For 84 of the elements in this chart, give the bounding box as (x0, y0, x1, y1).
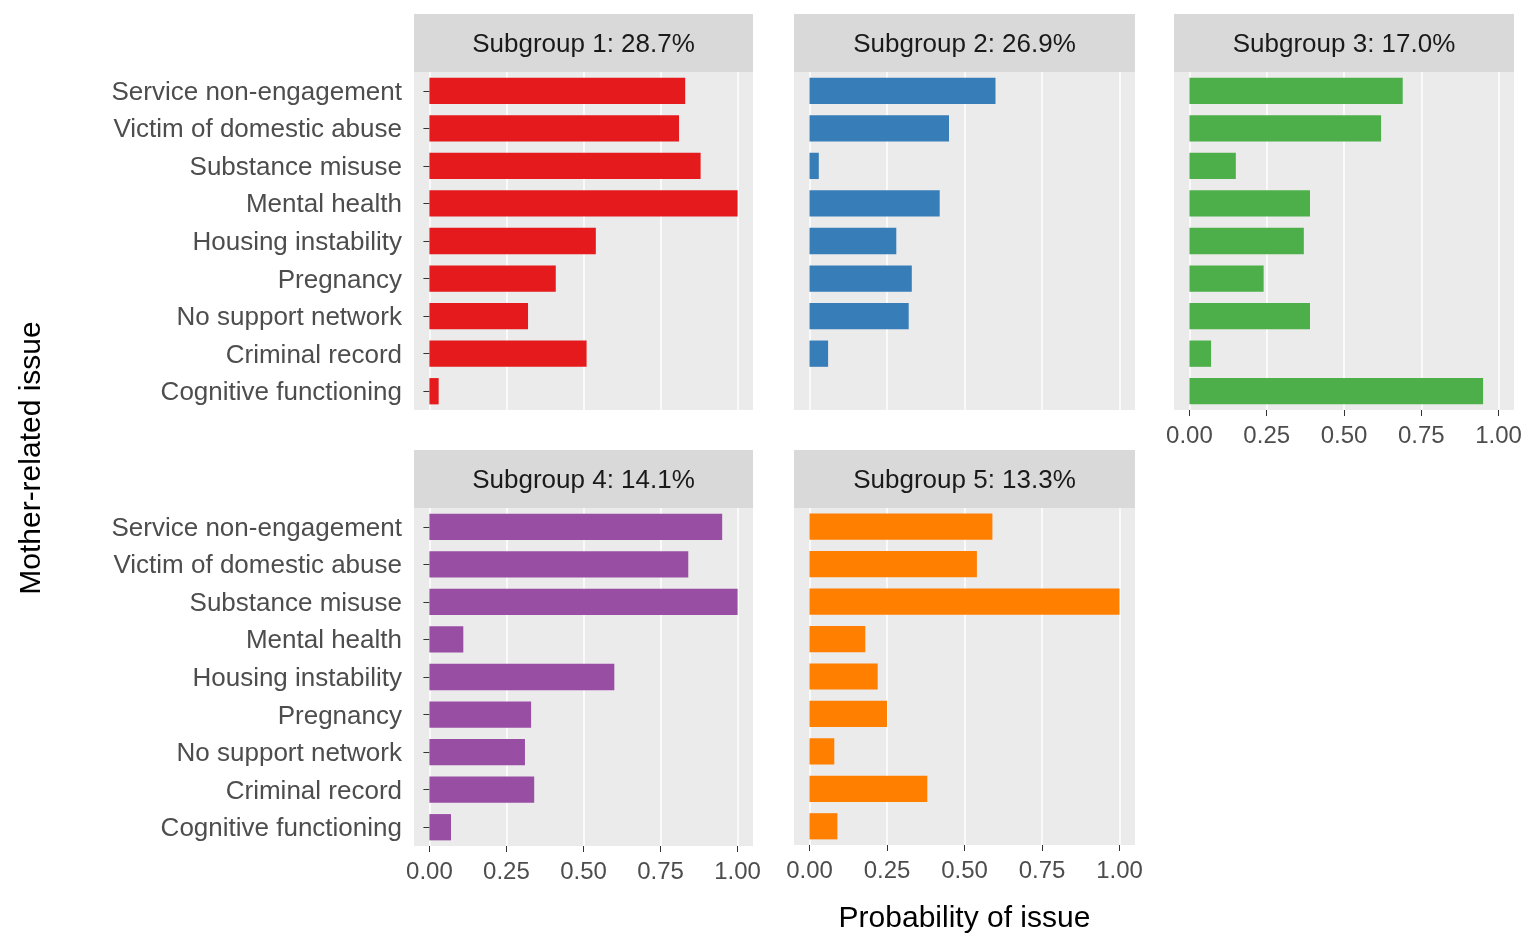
x-tick-label: 0.75 (637, 856, 684, 884)
bar (809, 775, 928, 802)
chart-title: Subgroup 5: 13.3% (794, 450, 1135, 508)
x-tick-label: 1.00 (714, 856, 761, 884)
x-tick-label: 0.25 (483, 856, 530, 884)
chart-title: Subgroup 3: 17.0% (1174, 14, 1514, 72)
bar (1189, 77, 1403, 104)
y-tick-label: Pregnancy (277, 263, 402, 294)
bar (429, 378, 439, 405)
bar (809, 700, 887, 728)
bar (429, 776, 535, 803)
y-tick-label: Service non-engagement (111, 511, 403, 542)
bar (809, 625, 866, 653)
x-tick-label: 0.75 (1018, 855, 1066, 883)
y-tick-label: Mental health (245, 188, 402, 219)
y-tick-label: Pregnancy (277, 699, 402, 730)
bar (429, 738, 525, 766)
y-tick-label: Cognitive functioning (160, 812, 402, 843)
y-tick-label: No support network (176, 737, 403, 768)
bar (809, 302, 909, 330)
y-tick-label: Cognitive functioning (160, 376, 402, 407)
y-tick-label: Substance misuse (189, 586, 402, 617)
bar (429, 152, 701, 180)
x-tick-label: 0.25 (1243, 420, 1291, 448)
bar (809, 265, 912, 292)
bar (429, 77, 686, 104)
x-tick-label: 0.25 (863, 855, 911, 883)
bar (429, 663, 615, 691)
bar (1189, 227, 1304, 255)
bar (1189, 340, 1212, 367)
bar (809, 588, 1120, 615)
y-tick-label: Criminal record (225, 338, 402, 369)
bar (809, 738, 835, 765)
x-axis-title: Probability of issue (838, 899, 1091, 933)
bar (429, 115, 680, 142)
bar (429, 513, 723, 540)
bar (429, 227, 596, 255)
y-tick-label: Service non-engagement (111, 75, 403, 106)
bar (809, 115, 949, 142)
y-tick-label: Housing instability (192, 662, 402, 692)
bar (429, 190, 738, 217)
bar (1189, 190, 1310, 217)
chart-title: Subgroup 2: 26.9% (794, 14, 1135, 72)
y-tick-label: Criminal record (225, 774, 402, 805)
bar (809, 190, 940, 217)
bar (809, 813, 838, 840)
x-tick-label: 0.00 (1166, 420, 1213, 448)
bar (429, 588, 738, 616)
bar (809, 77, 996, 104)
y-axis-title: Mother-related issue (13, 321, 47, 595)
x-tick-label: 0.75 (1397, 420, 1445, 448)
x-tick-label: 0.00 (406, 856, 453, 884)
y-tick-label: No support network (176, 301, 403, 332)
bar (429, 302, 529, 330)
bar (809, 663, 878, 690)
y-tick-label: Mental health (245, 624, 402, 655)
y-tick-label: Substance misuse (189, 150, 402, 181)
x-tick-label: 1.00 (1096, 855, 1143, 883)
bar (1189, 302, 1310, 330)
bar (429, 265, 556, 292)
bar (429, 701, 532, 728)
x-tick-label: 0.50 (941, 855, 988, 883)
bar (429, 626, 464, 653)
y-tick-label: Victim of domestic abuse (113, 549, 402, 580)
bar (809, 513, 993, 540)
y-tick-label: Housing instability (192, 226, 402, 256)
bar (1189, 265, 1264, 292)
bar (429, 814, 451, 841)
bar (809, 551, 977, 578)
x-tick-label: 0.50 (560, 856, 607, 884)
x-tick-label: 0.00 (786, 855, 833, 883)
bar (809, 152, 819, 180)
bar (1189, 378, 1484, 405)
chart-title: Subgroup 1: 28.7% (414, 14, 753, 72)
bar (809, 340, 829, 367)
x-tick-label: 0.50 (1320, 420, 1368, 448)
chart-title: Subgroup 4: 14.1% (414, 450, 753, 508)
x-tick-label: 1.00 (1475, 420, 1522, 448)
bar (1189, 115, 1382, 142)
bar (809, 227, 897, 255)
bar (429, 340, 587, 367)
bar (429, 551, 689, 578)
bar (1189, 152, 1236, 180)
y-tick-label: Victim of domestic abuse (113, 113, 402, 144)
